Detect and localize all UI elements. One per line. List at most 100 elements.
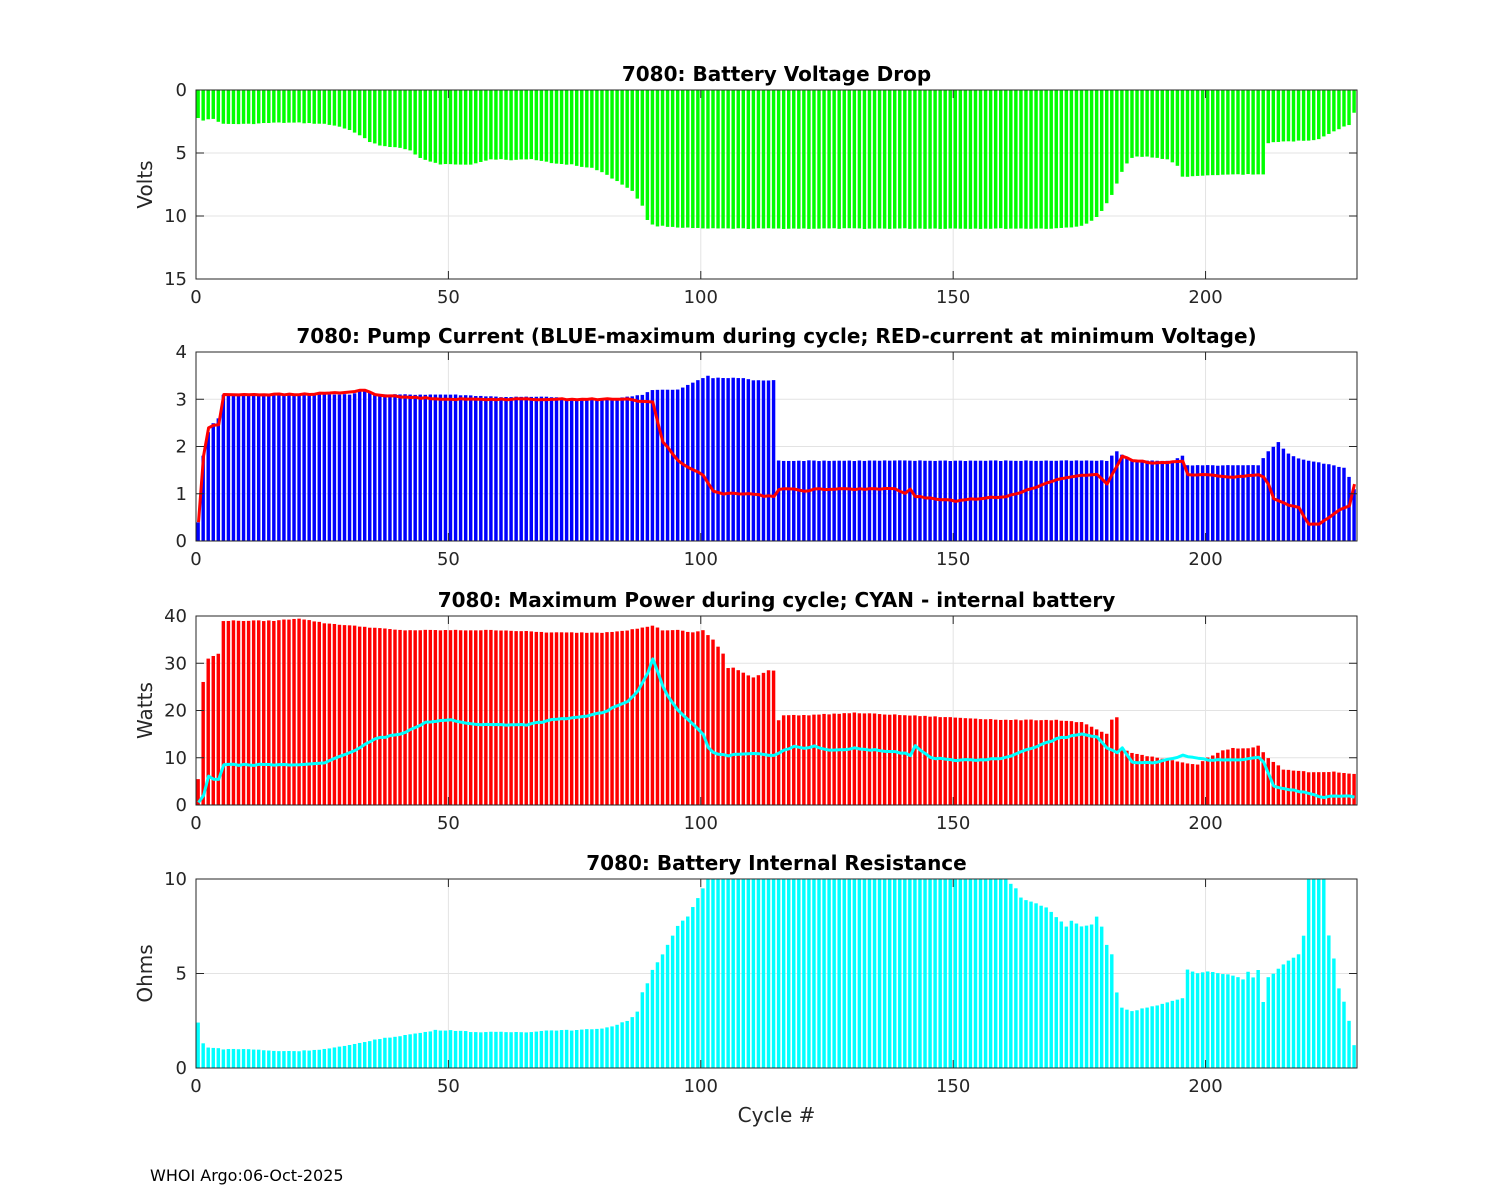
bar — [918, 716, 922, 805]
bar — [494, 396, 498, 541]
bar — [1170, 1000, 1175, 1068]
bar — [670, 630, 675, 805]
bar — [887, 460, 892, 541]
bar — [1246, 748, 1250, 805]
bar — [1140, 1008, 1144, 1068]
bar — [282, 619, 286, 805]
bar — [251, 620, 256, 805]
bar — [1317, 462, 1321, 541]
bar — [923, 715, 927, 805]
bar — [398, 394, 402, 541]
bar — [549, 90, 554, 164]
bar — [468, 395, 473, 541]
bar — [206, 1047, 210, 1068]
bar — [423, 629, 427, 805]
bar — [1089, 924, 1094, 1068]
y-tick-label: 0 — [176, 795, 187, 816]
bar — [504, 1032, 508, 1068]
bar — [448, 1030, 453, 1068]
bar — [1281, 448, 1286, 541]
bar — [337, 1046, 342, 1068]
bar — [1327, 772, 1331, 805]
y-tick-label: 0 — [176, 1058, 187, 1079]
bar — [903, 90, 907, 229]
bar — [1347, 476, 1351, 541]
bar — [872, 713, 877, 805]
bar — [403, 90, 407, 150]
bar — [807, 90, 811, 229]
bar — [847, 879, 852, 1068]
bar — [756, 879, 761, 1068]
bar — [852, 879, 857, 1068]
bar — [660, 630, 665, 805]
bar — [1110, 719, 1114, 805]
bar — [1317, 772, 1321, 805]
bar — [711, 879, 715, 1068]
bar — [1049, 90, 1053, 229]
bar — [675, 90, 680, 228]
bar — [600, 1028, 604, 1068]
bar — [1054, 460, 1058, 541]
bar — [655, 389, 660, 541]
bar — [297, 618, 301, 805]
bar — [317, 621, 321, 805]
y-axis-label: Ohms — [133, 944, 157, 1002]
bar — [1266, 977, 1270, 1068]
bar — [448, 90, 453, 165]
bar — [1195, 465, 1200, 541]
bar — [1009, 883, 1013, 1068]
bar — [1165, 1002, 1170, 1068]
bar — [529, 1032, 534, 1068]
bar — [716, 377, 720, 541]
bar — [458, 630, 463, 805]
bar — [680, 90, 685, 228]
bar — [1231, 747, 1235, 805]
bar — [453, 629, 458, 805]
bar — [1337, 772, 1341, 805]
bar — [993, 719, 998, 805]
bar — [1271, 90, 1276, 143]
bar — [590, 399, 594, 541]
bar — [211, 655, 215, 805]
bar — [408, 394, 412, 541]
bar — [1084, 724, 1089, 805]
bar — [1266, 90, 1270, 144]
bar — [696, 90, 700, 228]
bar — [1296, 954, 1301, 1068]
bar — [1337, 988, 1341, 1068]
bar — [463, 630, 468, 805]
bar — [529, 396, 534, 541]
bar — [852, 90, 857, 229]
bar — [999, 719, 1003, 805]
bar — [292, 394, 296, 541]
bar — [1099, 90, 1104, 211]
bar — [519, 396, 523, 541]
bar — [1059, 720, 1064, 805]
bar — [1276, 968, 1281, 1068]
bar — [297, 394, 301, 541]
x-tick-label: 0 — [190, 813, 201, 834]
bar — [1150, 756, 1154, 805]
bar — [1110, 455, 1114, 541]
bar — [736, 670, 740, 805]
bar — [438, 1030, 443, 1068]
bar — [973, 90, 978, 229]
bar — [721, 879, 725, 1068]
bar — [1190, 465, 1195, 541]
bar — [812, 879, 816, 1068]
bar — [494, 90, 498, 160]
bar — [792, 714, 796, 805]
bar — [1160, 1003, 1164, 1068]
bar — [297, 1051, 301, 1068]
bar — [1140, 754, 1144, 805]
x-tick-label: 0 — [190, 287, 201, 308]
bar — [564, 90, 569, 165]
bar — [368, 627, 372, 805]
bar — [640, 90, 645, 206]
bar — [251, 1049, 256, 1068]
pump-current-panel: 0 50 100 150 200 0 1 2 3 4 7080: Pump Current (BLU… — [176, 324, 1358, 570]
bar — [721, 90, 725, 229]
bar — [484, 1032, 488, 1068]
bar — [1185, 763, 1190, 805]
bar — [514, 1031, 518, 1068]
